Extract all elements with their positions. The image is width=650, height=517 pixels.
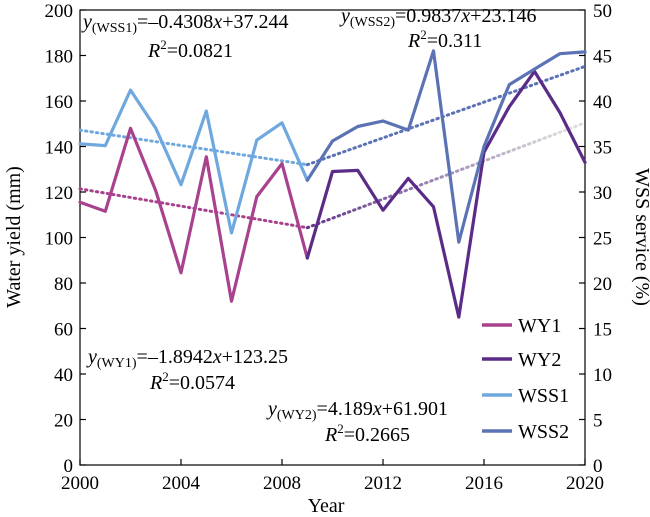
legend-label-wss2: WSS2: [518, 421, 569, 443]
legend: WY1 WY2 WSS1 WSS2: [482, 315, 569, 443]
y-right-tick-label: 30: [593, 183, 612, 204]
legend-label-wy1: WY1: [518, 315, 561, 337]
legend-label-wss1: WSS1: [518, 385, 569, 407]
y-axis-title-left: Water yield (mm): [3, 166, 25, 308]
y-left-tick-label: 200: [45, 1, 74, 22]
y-right-tick-label: 35: [593, 138, 612, 159]
y-right-tick-label: 0: [593, 456, 603, 477]
x-axis-title: Year: [308, 495, 345, 517]
svg-text:y(WY2)=4.189x+61.901: y(WY2)=4.189x+61.901: [266, 398, 448, 423]
equation-wss2: y(WSS2)=0.9837x+23.146 R2=0.311: [339, 5, 536, 52]
trendline-layer: [78, 64, 587, 230]
svg-text:R2=0.0821: R2=0.0821: [147, 37, 233, 62]
y-left-tick-label: 80: [54, 274, 73, 295]
y-right-tick-label: 45: [593, 47, 612, 68]
y-right-tick-label: 15: [593, 320, 612, 341]
x-tick-label: 2000: [61, 473, 99, 494]
equation-wy2: y(WY2)=4.189x+61.901 R2=0.2665: [266, 398, 448, 446]
series-layer: [78, 49, 587, 319]
y-right-tick-label: 10: [593, 365, 612, 386]
y-left-tick-label: 160: [45, 92, 74, 113]
series-line-wss1: [78, 88, 309, 235]
y-right-tick-label: 50: [593, 1, 612, 22]
y-left-tick-label: 100: [45, 229, 74, 250]
y-left-tick-label: 0: [64, 456, 74, 477]
trendline-2: [305, 121, 587, 230]
y-right-tick-label: 5: [593, 411, 603, 432]
x-tick-label: 2008: [263, 473, 301, 494]
x-tick-label: 2016: [465, 473, 503, 494]
y-left-tick-label: 180: [45, 47, 74, 68]
series-line-wss2: [305, 49, 587, 244]
svg-text:R2=0.2665: R2=0.2665: [324, 421, 410, 446]
y-left-tick-label: 60: [54, 320, 73, 341]
equation-wss1: y(WSS1)=–0.4308x+37.244 R2=0.0821: [81, 11, 288, 62]
y-axis-title-right: WSS service (%): [631, 168, 650, 306]
svg-text:y(WSS1)=–0.4308x+37.244: y(WSS1)=–0.4308x+37.244: [81, 11, 288, 36]
x-tick-label: 2012: [364, 473, 402, 494]
y-left-tick-label: 20: [54, 411, 73, 432]
y-left-tick-label: 40: [54, 365, 73, 386]
series-line-wy1: [78, 126, 309, 303]
y-right-tick-label: 25: [593, 229, 612, 250]
svg-text:R2=0.0574: R2=0.0574: [149, 369, 235, 394]
y-right-tick-label: 20: [593, 274, 612, 295]
tick-layer: 2000 2004 2008 2012 2016 20200204060801001201…: [45, 1, 613, 494]
equation-wy1: y(WY1)=–1.8942x+123.25 R2=0.0574: [86, 346, 288, 394]
legend-label-wy2: WY2: [518, 349, 561, 371]
y-right-tick-label: 40: [593, 92, 612, 113]
x-tick-label: 2020: [566, 473, 604, 494]
series-line-wy2: [305, 69, 587, 319]
svg-text:R2=0.311: R2=0.311: [407, 27, 482, 52]
y-left-tick-label: 140: [45, 138, 74, 159]
y-left-tick-label: 120: [45, 183, 74, 204]
trendline-4: [305, 64, 587, 167]
x-tick-label: 2004: [162, 473, 201, 494]
svg-text:y(WSS2)=0.9837x+23.146: y(WSS2)=0.9837x+23.146: [339, 5, 536, 30]
svg-text:y(WY1)=–1.8942x+123.25: y(WY1)=–1.8942x+123.25: [86, 346, 288, 371]
